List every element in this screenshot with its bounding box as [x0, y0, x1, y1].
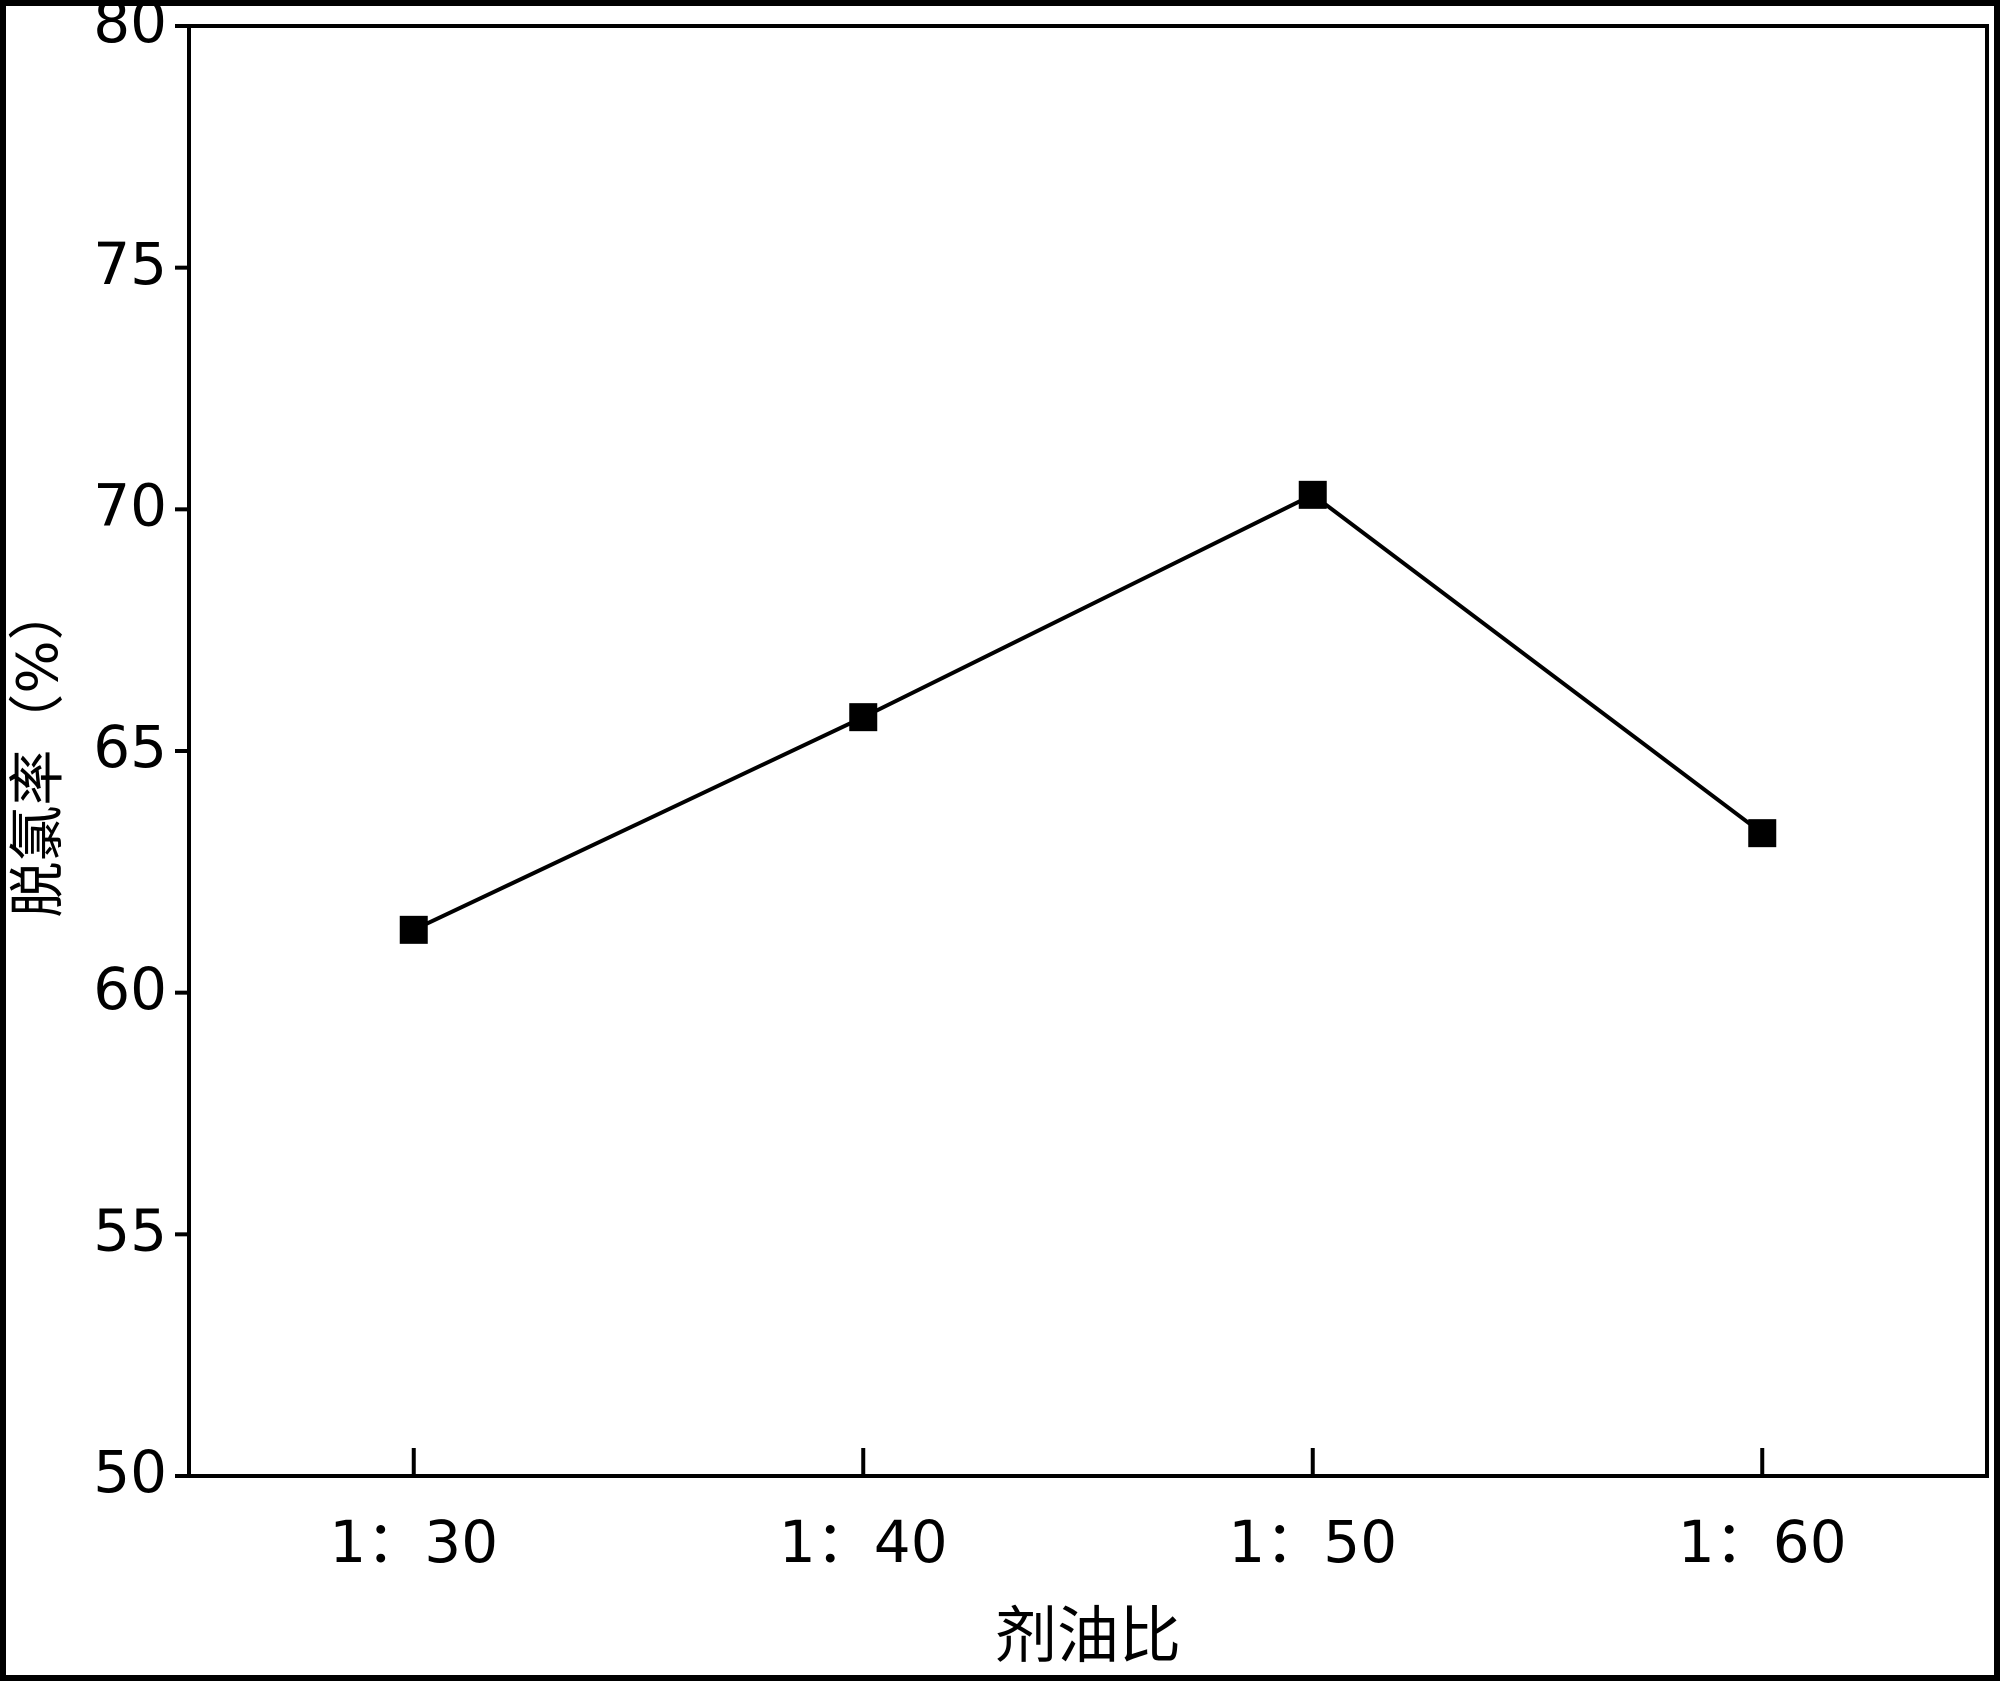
y-tick-label: 65	[93, 713, 167, 781]
y-tick-label: 80	[93, 0, 167, 56]
y-tick-label: 60	[93, 955, 167, 1023]
x-tick-label: 1：30	[329, 1508, 498, 1576]
plot-area	[187, 24, 1989, 1478]
line	[412, 492, 1764, 932]
x-axis-label: 剂油比	[995, 1599, 1181, 1672]
x-tick-label: 1：40	[779, 1508, 948, 1576]
x-tick-label: 1：50	[1228, 1508, 1397, 1576]
marker	[849, 703, 878, 732]
y-tick-label: 70	[93, 471, 167, 539]
y-tick-label: 55	[93, 1196, 167, 1264]
x-tick-label: 1：60	[1678, 1508, 1847, 1576]
marker	[1748, 819, 1777, 848]
y-axis-label: 脱氯率（%）	[6, 584, 71, 917]
y-tick-label: 75	[93, 230, 167, 298]
marker	[399, 915, 428, 944]
y-tick-label: 50	[93, 1438, 167, 1506]
marker	[1298, 480, 1327, 509]
